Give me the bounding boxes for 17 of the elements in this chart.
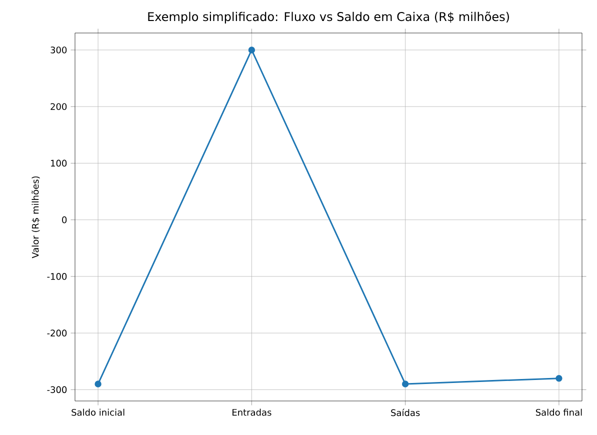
x-tick-label: Saldo inicial <box>72 408 124 416</box>
chart-title: Exemplo simplificado: Fluxo vs Saldo em Caixa (R$ milhões) <box>148 12 509 24</box>
y-tick-label: -200 <box>47 330 67 336</box>
point <box>248 46 256 54</box>
y-axis-title: Valor (R$ milhões) <box>32 176 40 258</box>
y-tick-label: 100 <box>51 160 67 167</box>
y-tick-label: -300 <box>47 386 67 394</box>
x-tick-label: Saldo final <box>536 408 582 416</box>
y-tick-label: -100 <box>47 273 67 280</box>
point <box>402 380 409 388</box>
x-tick-label: Entradas <box>232 408 272 416</box>
x-tick-label: Saídas <box>391 408 420 416</box>
point <box>94 380 102 388</box>
y-tick-label: 200 <box>50 103 67 110</box>
y-tick-label: 300 <box>50 46 67 54</box>
point <box>556 374 562 382</box>
y-tick-label: 0 <box>62 216 67 224</box>
